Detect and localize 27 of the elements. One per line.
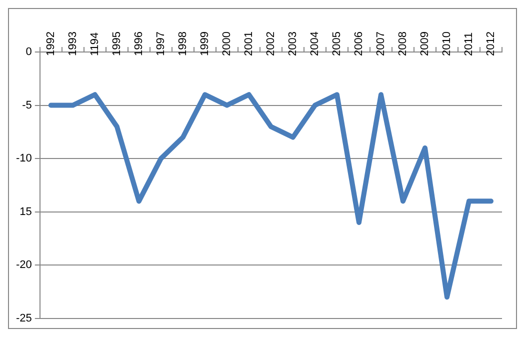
x-tick-label: 2007 — [375, 32, 388, 56]
x-tick-label: 2003 — [286, 32, 299, 56]
x-tick-label: 2008 — [397, 32, 410, 56]
x-tick-label: 2001 — [242, 32, 255, 56]
x-tick-label: 2009 — [419, 32, 432, 56]
y-tick-label: -20 — [16, 259, 32, 272]
x-tick-label: 2011 — [463, 32, 476, 56]
x-tick-label: 2000 — [220, 32, 233, 56]
y-tick-label: -25 — [16, 312, 32, 324]
y-tick-label: 0 — [26, 46, 32, 58]
x-tick-label: 1999 — [198, 32, 211, 56]
x-tick-label: 2004 — [308, 32, 321, 56]
x-tick-label: 2002 — [264, 32, 277, 56]
x-tick-label: 2012 — [485, 32, 498, 56]
x-tick-label: 2005 — [330, 32, 343, 56]
x-tick-label: 2010 — [441, 32, 454, 56]
x-tick-label: 1992 — [44, 32, 57, 56]
y-tick-label: 15 — [20, 206, 32, 218]
x-tick-label: 2006 — [353, 32, 365, 56]
x-tick-label: 1996 — [132, 32, 145, 56]
x-tick-label: 1995 — [110, 32, 123, 56]
x-tick-label: 1997 — [154, 32, 167, 56]
y-tick-label: -5 — [22, 99, 32, 112]
x-tick-label: 1194 — [88, 32, 101, 56]
y-tick-label: -10 — [16, 152, 32, 165]
x-tick-label: 1993 — [66, 32, 79, 56]
x-tick-label: 1998 — [176, 32, 189, 56]
